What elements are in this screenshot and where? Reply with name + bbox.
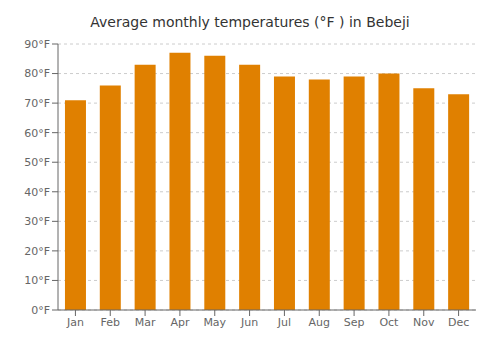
svg-text:20°F: 20°F — [24, 245, 50, 258]
svg-text:10°F: 10°F — [24, 274, 50, 287]
svg-text:Dec: Dec — [448, 316, 469, 329]
svg-text:80°F: 80°F — [24, 67, 50, 80]
html-text:Average monthly temperatures (: Average monthly temperatures (°F ) in Be… — [90, 14, 410, 30]
svg-text:90°F: 90°F — [24, 38, 50, 51]
svg-text:Sep: Sep — [344, 316, 365, 329]
svg-text:Nov: Nov — [413, 316, 435, 329]
svg-text:May: May — [203, 316, 226, 329]
svg-text:Aug: Aug — [309, 316, 330, 329]
svg-text:Oct: Oct — [379, 316, 399, 329]
svg-text:30°F: 30°F — [24, 215, 50, 228]
svg-text:Mar: Mar — [135, 316, 156, 329]
svg-text:Jun: Jun — [240, 316, 258, 329]
svg-text:Feb: Feb — [101, 316, 120, 329]
svg-text:70°F: 70°F — [24, 97, 50, 110]
svg-text:40°F: 40°F — [24, 186, 50, 199]
svg-text:Apr: Apr — [170, 316, 190, 329]
svg-text:Jul: Jul — [277, 316, 291, 329]
svg-text:0°F: 0°F — [31, 304, 50, 317]
svg-text:50°F: 50°F — [24, 156, 50, 169]
svg-text:Jan: Jan — [66, 316, 84, 329]
svg-text:60°F: 60°F — [24, 127, 50, 140]
